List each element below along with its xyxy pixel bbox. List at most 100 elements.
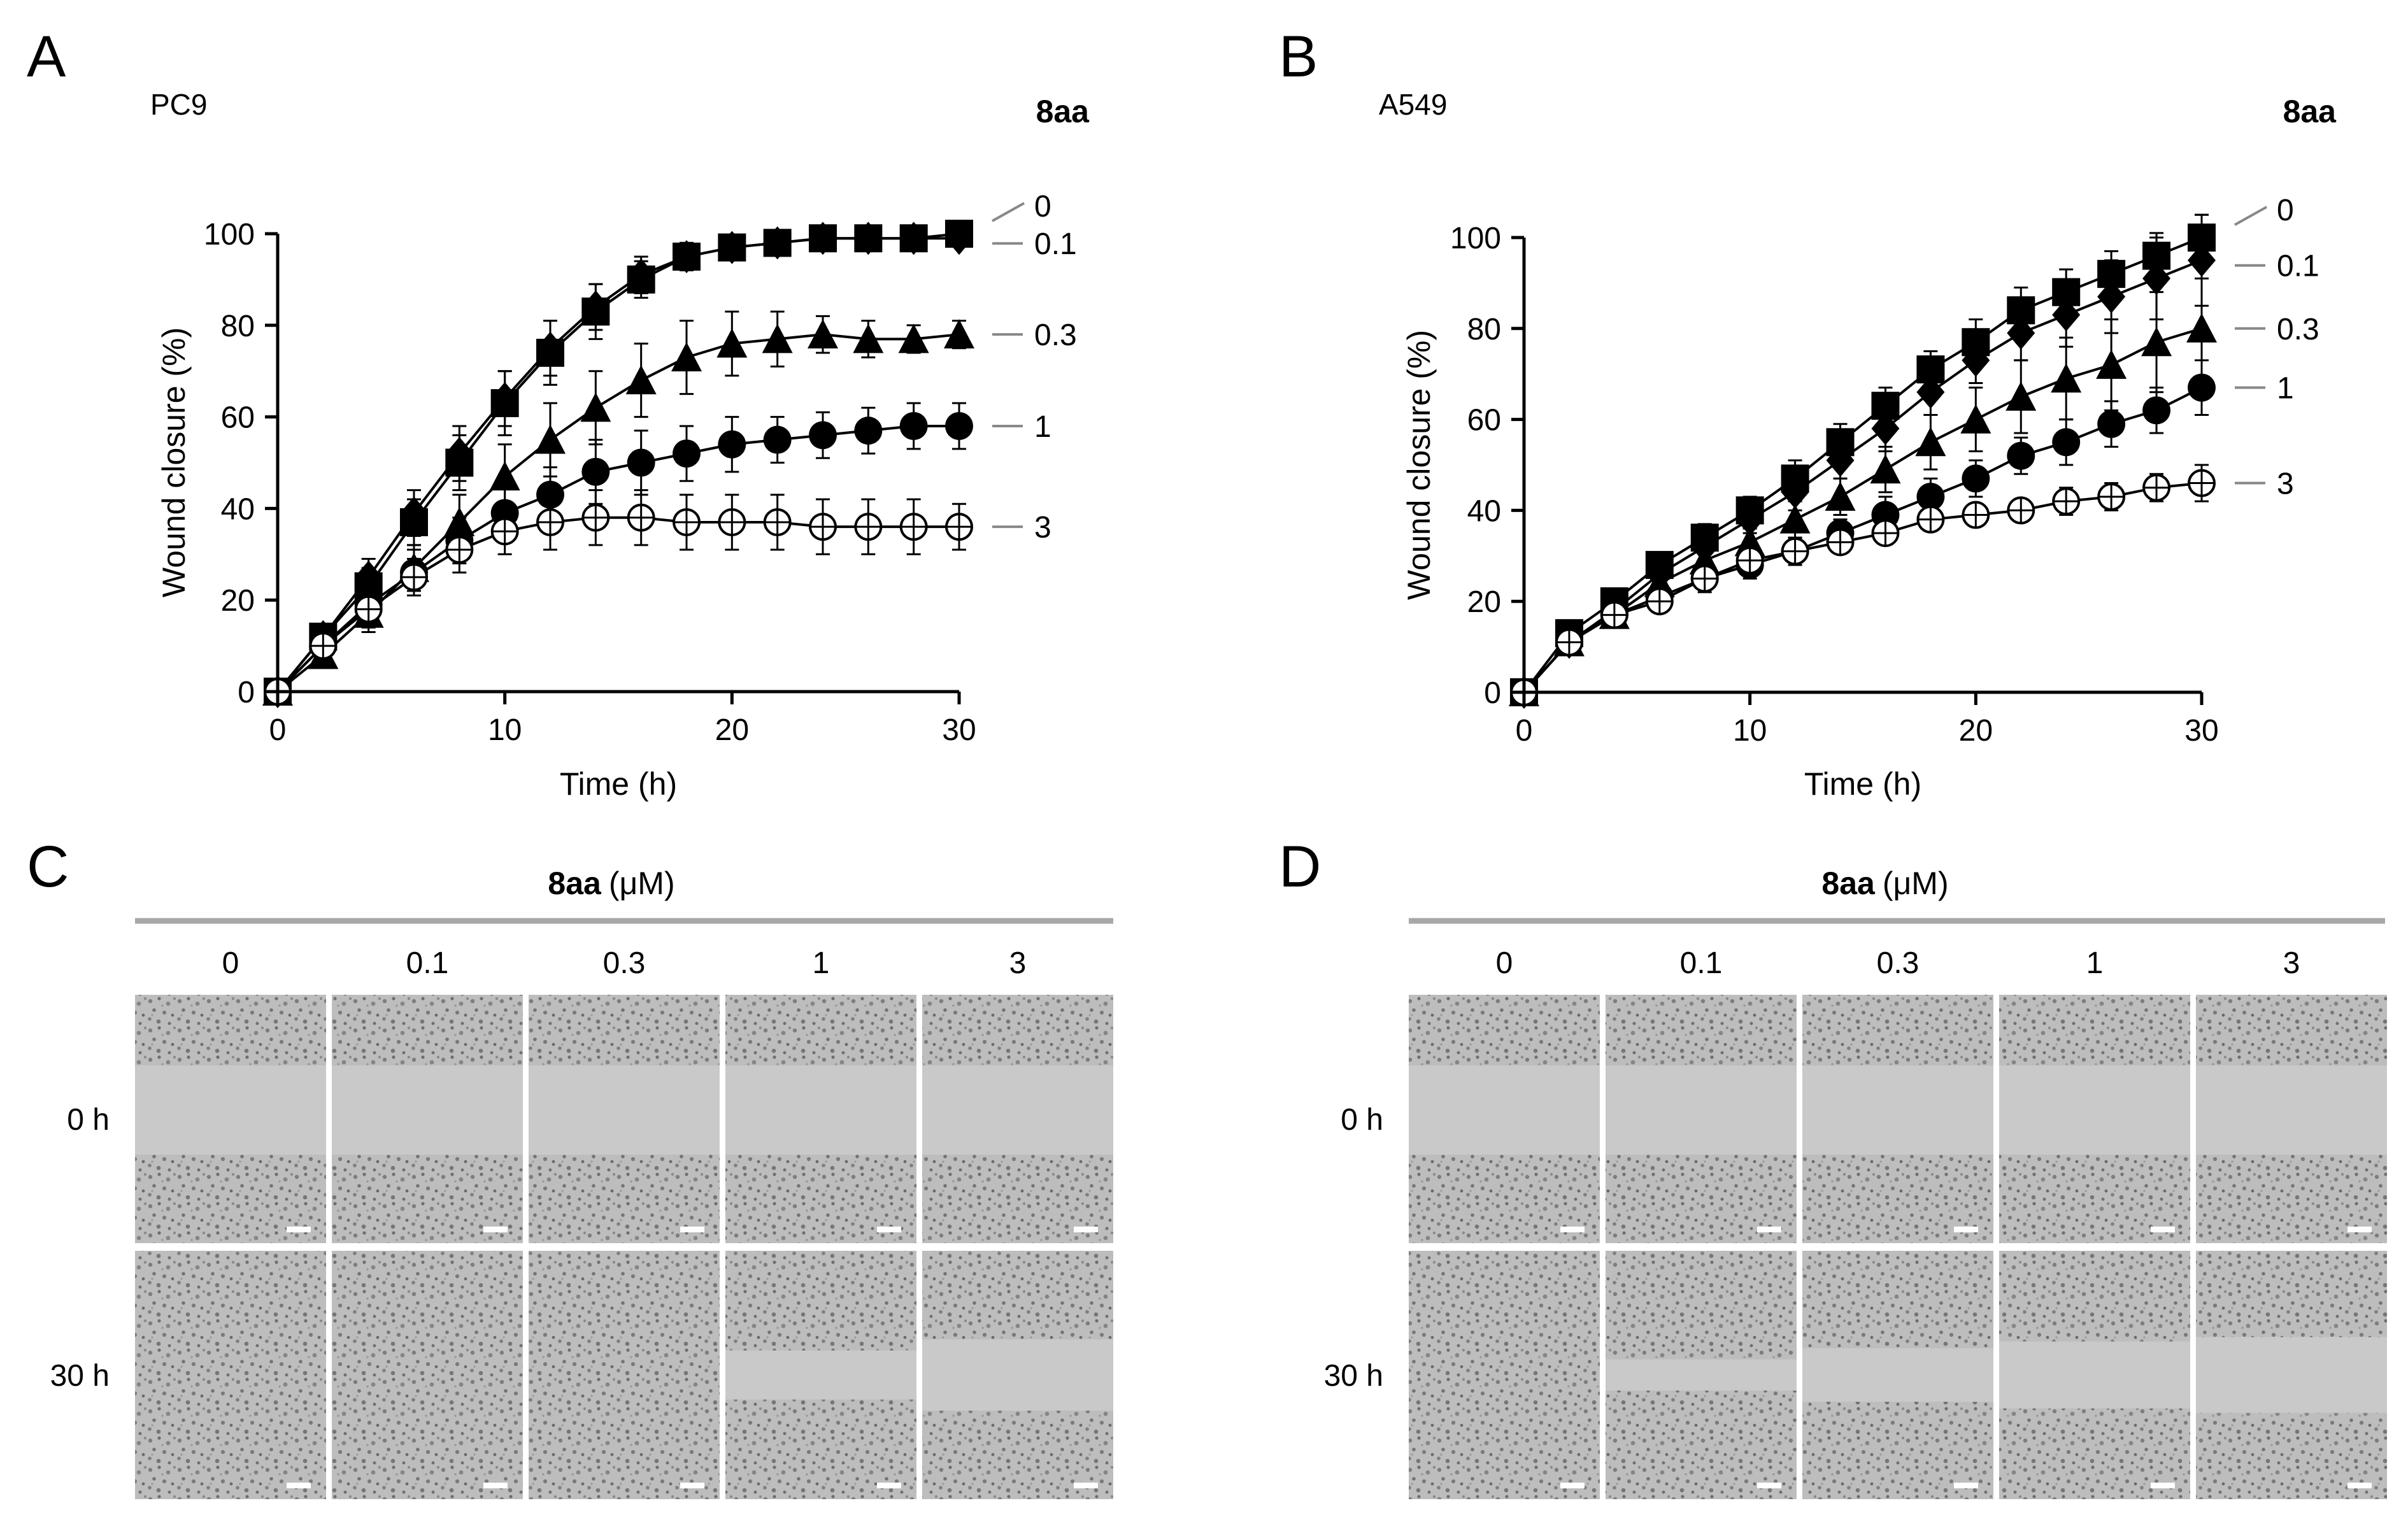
micrograph-c-0h-0.1	[332, 995, 523, 1243]
compound-d: 8aa	[1821, 865, 1876, 901]
wound-gap-c-0-3	[725, 1065, 916, 1155]
wound-gap-c-0-0	[135, 1065, 326, 1155]
legend-label-a-3: 3	[1034, 511, 1051, 545]
micrograph-c-0h-3	[922, 995, 1113, 1243]
scale-bar-d-0-4	[2347, 1227, 2372, 1232]
conc-label-d-0.1: 0.1	[1680, 946, 1723, 980]
legend-label-a-0.1: 0.1	[1034, 227, 1077, 261]
wound-gap-d-1-2	[1802, 1348, 1993, 1402]
compound-b: 8aa	[2283, 94, 2337, 129]
scale-bar-c-0-3	[877, 1227, 901, 1232]
point-b-0.1-14	[1826, 443, 1855, 477]
x-axis-label-b: Time (h)	[1804, 766, 1921, 802]
unit-c: (μM)	[609, 865, 675, 901]
wound-gap-d-1-3	[1999, 1341, 2190, 1409]
point-a-1-14	[581, 457, 610, 486]
point-a-0.1-8	[445, 437, 474, 471]
y-axis-label-a: Wound closure (%)	[156, 327, 192, 597]
point-b-0.3-24	[2051, 363, 2082, 393]
scale-bar-c-0-4	[1074, 1227, 1098, 1232]
compound-a: 8aa	[1036, 94, 1090, 129]
micrograph-cells-c-1-1	[332, 1251, 523, 1499]
unit-d: (μM)	[1883, 865, 1949, 901]
header-c: 8aa (μM)	[548, 865, 674, 901]
point-a-1-30	[945, 411, 973, 440]
point-b-0.1-30	[2188, 243, 2216, 277]
legend-leader-a-0	[992, 202, 1025, 222]
point-b-0.1-20	[1962, 343, 1990, 377]
scale-bar-c-1-2	[680, 1483, 704, 1488]
point-b-0.1-16	[1871, 411, 1900, 445]
x-tick-label-a-0: 0	[269, 713, 287, 747]
x-tick-label-b-30: 30	[2184, 714, 2218, 748]
micrograph-d-0h-0.3	[1802, 995, 1993, 1243]
conc-label-d-3: 3	[2283, 946, 2300, 980]
micrograph-c-30h-0	[135, 1251, 326, 1499]
wound-gap-c-1-3	[725, 1350, 916, 1400]
scale-bar-d-1-3	[2151, 1483, 2175, 1488]
point-b-0.3-16	[1870, 454, 1901, 484]
legend-label-b-1: 1	[2277, 372, 2294, 406]
x-tick-label-a-10: 10	[488, 713, 522, 747]
point-b-1-24	[2052, 428, 2081, 457]
conc-label-c-0.1: 0.1	[406, 946, 449, 980]
y-tick-label-b-60: 60	[1467, 404, 1501, 438]
y-tick-label-a-20: 20	[221, 584, 255, 618]
row-label-d-1: 30 h	[1324, 1359, 1383, 1393]
image-grid-c: 0 0.1 0.3 1 30 h30 h	[50, 946, 1113, 1499]
micrograph-d-0h-0.1	[1606, 995, 1797, 1243]
legend-label-b-0.3: 0.3	[2277, 313, 2319, 346]
conc-label-c-1: 1	[813, 946, 830, 980]
point-b-0.3-30	[2186, 313, 2217, 343]
micrograph-c-30h-1	[725, 1251, 916, 1499]
wound-gap-d-1-4	[2196, 1337, 2387, 1413]
legend-label-a-0.3: 0.3	[1034, 318, 1077, 352]
wound-gap-d-1-1	[1606, 1359, 1797, 1391]
series-line-a-0.3	[276, 333, 960, 693]
point-a-0.1-30	[945, 222, 973, 255]
x-tick-label-a-30: 30	[942, 713, 976, 747]
series-b-0.1	[1510, 213, 2216, 709]
row-label-c-0: 0 h	[67, 1103, 110, 1137]
point-a-1-28	[899, 411, 928, 440]
micrograph-d-30h-0.1	[1606, 1251, 1797, 1499]
image-grid-d: 0 0.1 0.3 1 30 h30 h	[1324, 946, 2387, 1499]
conc-label-c-0.3: 0.3	[603, 946, 646, 980]
micrograph-c-0h-1	[725, 995, 916, 1243]
micrograph-c-30h-0.3	[529, 1251, 720, 1499]
legend-label-a-1: 1	[1034, 410, 1051, 444]
legend-label-b-0.1: 0.1	[2277, 250, 2319, 283]
point-a-0.1-10	[490, 381, 519, 415]
y-tick-label-b-20: 20	[1467, 585, 1501, 619]
wound-gap-c-1-4	[922, 1339, 1113, 1411]
micrograph-cells-c-1-0	[135, 1251, 326, 1499]
scale-bar-c-0-0	[287, 1227, 311, 1232]
point-b-0.1-18	[1916, 375, 1945, 409]
y-tick-label-a-80: 80	[221, 310, 255, 343]
scale-bar-c-0-2	[680, 1227, 704, 1232]
point-b-0.3-14	[1825, 481, 1856, 511]
point-b-0.3-22	[2005, 381, 2037, 411]
point-a-0.3-26	[853, 324, 884, 353]
scale-bar-c-1-0	[287, 1483, 311, 1488]
x-axis-label-a: Time (h)	[560, 766, 677, 802]
point-a-0.1-6	[400, 496, 428, 530]
y-tick-label-a-40: 40	[221, 492, 255, 526]
wound-gap-d-0-2	[1802, 1065, 1993, 1155]
point-a-0.1-16	[627, 258, 655, 292]
scale-bar-c-1-3	[877, 1483, 901, 1488]
y-axis-label-b: Wound closure (%)	[1401, 330, 1437, 600]
y-tick-label-b-40: 40	[1467, 494, 1501, 528]
scale-bar-d-0-1	[1757, 1227, 1781, 1232]
scale-bar-d-1-4	[2347, 1483, 2372, 1488]
cell-line-a: PC9	[150, 88, 207, 121]
point-a-0.3-14	[580, 392, 611, 422]
micrograph-c-30h-0.1	[332, 1251, 523, 1499]
y-tick-label-a-0: 0	[238, 676, 255, 709]
point-a-1-24	[809, 421, 837, 450]
series-line-b-0.1	[1523, 259, 2202, 694]
series-line-a-1	[276, 424, 959, 693]
point-b-1-26	[2097, 410, 2126, 438]
point-a-0.3-28	[898, 324, 929, 353]
x-tick-label-b-20: 20	[1959, 714, 1993, 748]
